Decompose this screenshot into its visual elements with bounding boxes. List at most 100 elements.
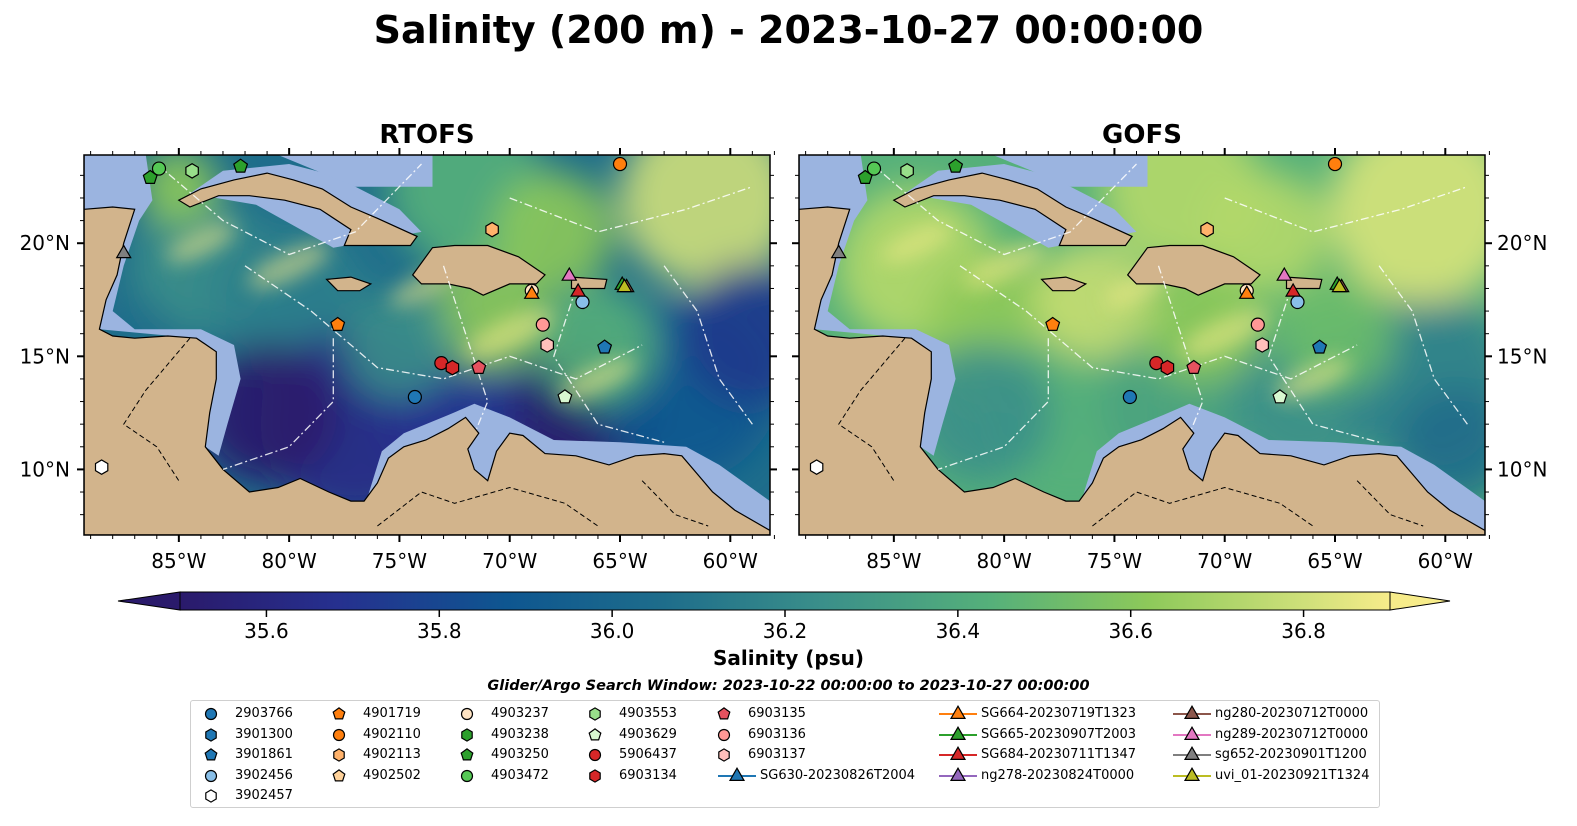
circle-icon: [204, 769, 218, 782]
map-marker-6903137: [1255, 337, 1270, 353]
legend-marker-icon: [949, 746, 967, 760]
legend-marker-icon: [728, 766, 746, 781]
pentagon-icon: [460, 748, 474, 761]
legend-marker-icon: [204, 748, 218, 761]
legend-label: SG665-20230907T2003: [981, 726, 1137, 742]
legend-label: 3902457: [235, 788, 293, 803]
circle-icon: [332, 728, 346, 741]
map-marker-6903135: [471, 359, 487, 374]
triangle-icon: [939, 705, 977, 719]
map-marker-4901719: [330, 316, 346, 331]
map-marker-sg652-20230901t1200: [115, 244, 132, 259]
legend-label: 6903134: [619, 767, 677, 783]
legend-label: uvi_01-20230921T1324: [1215, 767, 1370, 783]
map-marker-4903250: [948, 158, 964, 173]
map-marker-3901861: [597, 339, 613, 354]
map-marker-4902110: [612, 156, 628, 172]
legend-marker-icon: [589, 707, 601, 721]
legend-marker-icon: [204, 769, 218, 782]
map-marker-6903136: [1250, 317, 1265, 332]
map-marker-6903134: [445, 359, 460, 376]
map-marker-uvi_01-20230921t1324: [616, 278, 633, 293]
hexagon-icon: [333, 748, 345, 762]
legend-marker-icon: [1183, 705, 1201, 719]
lat-tick-label-right: 10°N: [1497, 457, 1547, 481]
triangle-icon: [1173, 725, 1211, 740]
lat-tick-label-left: 15°N: [20, 344, 70, 368]
lon-tick-label: 60°W: [703, 549, 758, 573]
hexagon-icon: [205, 727, 217, 742]
map-marker-4903553: [900, 163, 914, 179]
legend-label: 4902502: [363, 767, 421, 783]
map-marker-3902456: [575, 294, 590, 310]
colorbar-tick-label: 36.4: [936, 619, 981, 643]
legend-label: ng289-20230712T0000: [1215, 726, 1369, 742]
legend-label: 2903766: [235, 706, 293, 721]
legend-label: 4903237: [491, 706, 549, 721]
map-marker-3902457: [809, 459, 824, 475]
legend-label: 6903136: [748, 726, 806, 742]
legend-marker-icon: [717, 728, 731, 741]
colorbar-tick-label: 36.6: [1108, 619, 1153, 643]
map-marker-ng289-20230712t0000: [1276, 266, 1293, 281]
hexagon-icon: [718, 748, 730, 762]
lon-tick-label: 60°W: [1418, 549, 1473, 573]
legend-marker-icon: [588, 748, 602, 762]
map-marker-3902457: [94, 459, 109, 475]
hexagon-icon: [589, 768, 601, 783]
legend: 2903766 3901300 3901861 3902456 3902457 49017…: [190, 700, 1380, 808]
map-marker-sg664-20230719t1323: [1238, 285, 1255, 299]
legend-marker-icon: [949, 725, 967, 740]
colorbar-label: Salinity (psu): [712, 646, 864, 670]
pentagon-icon: [332, 707, 346, 720]
lon-tick-label: 70°W: [1197, 549, 1252, 573]
legend-marker-icon: [717, 707, 731, 720]
legend-label: sg652-20230901T1200: [1215, 747, 1367, 762]
map-marker-4901719: [1045, 316, 1061, 331]
legend-marker-icon: [588, 727, 602, 740]
triangle-icon: [718, 766, 756, 781]
lon-tick-label: 80°W: [262, 549, 317, 573]
map-marker-4903472: [866, 161, 882, 176]
map-marker-sg652-20230901t1200: [830, 244, 847, 259]
map-marker-2903766: [1122, 389, 1137, 405]
lon-tick-label: 85°W: [866, 549, 921, 573]
map-marker-4903553: [185, 163, 199, 179]
circle-icon: [460, 707, 474, 721]
lon-tick-label: 70°W: [482, 549, 537, 573]
triangle-icon: [1173, 705, 1211, 719]
pentagon-icon: [717, 707, 731, 720]
map-marker-4903629: [557, 389, 573, 404]
map-marker-4902110: [1327, 156, 1343, 172]
legend-label: ng280-20230712T0000: [1215, 706, 1369, 721]
legend-label: SG664-20230719T1323: [981, 706, 1137, 721]
lon-tick-label: 80°W: [977, 549, 1032, 573]
map-marker-3902456: [1290, 294, 1305, 310]
map-marker-6903137: [540, 337, 555, 353]
map-marker-4902113: [1200, 221, 1214, 238]
map-marker-3901861: [1312, 339, 1328, 354]
legend-marker-icon: [204, 707, 218, 721]
legend-label: 3901861: [235, 747, 293, 762]
map-marker-4903629: [1272, 389, 1288, 404]
legend-marker-icon: [1183, 746, 1201, 760]
colorbar-tick-label: 35.6: [244, 619, 289, 643]
legend-label: 4903472: [491, 767, 549, 783]
map-marker-sg664-20230719t1323: [523, 285, 540, 299]
lat-tick-label-right: 15°N: [1497, 344, 1547, 368]
legend-label: SG630-20230826T2004: [760, 767, 916, 783]
map-marker-2903766: [407, 389, 422, 405]
colorbar: 35.6 35.8 36.0 36.2 36.4 36.6 36.8: [117, 591, 1451, 643]
lon-tick-label: 75°W: [372, 549, 427, 573]
pentagon-icon: [204, 748, 218, 761]
legend-label: 4902113: [363, 747, 421, 762]
legend-label: 4903553: [619, 706, 677, 721]
colorbar-tick-label: 35.8: [417, 619, 462, 643]
legend-marker-icon: [333, 748, 345, 762]
hexagon-icon: [461, 727, 473, 742]
legend-label: 3901300: [235, 726, 293, 742]
triangle-icon: [1173, 766, 1211, 781]
legend-label: 6903137: [748, 747, 806, 762]
legend-marker-icon: [589, 768, 601, 783]
